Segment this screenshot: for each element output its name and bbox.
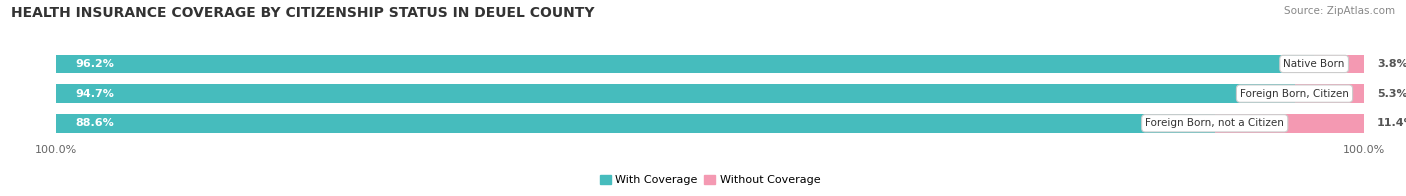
Bar — [56, 84, 1295, 103]
Text: 96.2%: 96.2% — [76, 59, 115, 69]
Text: Foreign Born, Citizen: Foreign Born, Citizen — [1240, 89, 1348, 99]
Text: 94.7%: 94.7% — [76, 89, 115, 99]
Text: Source: ZipAtlas.com: Source: ZipAtlas.com — [1284, 6, 1395, 16]
Text: 3.8%: 3.8% — [1376, 59, 1406, 69]
Bar — [1315, 55, 1364, 73]
Bar — [56, 55, 1364, 73]
Legend: With Coverage, Without Coverage: With Coverage, Without Coverage — [595, 170, 825, 190]
Text: 11.4%: 11.4% — [1376, 118, 1406, 128]
Bar — [56, 55, 1315, 73]
Bar — [1295, 84, 1364, 103]
Text: HEALTH INSURANCE COVERAGE BY CITIZENSHIP STATUS IN DEUEL COUNTY: HEALTH INSURANCE COVERAGE BY CITIZENSHIP… — [11, 6, 595, 20]
Bar — [1215, 114, 1364, 132]
Bar — [56, 114, 1215, 132]
Text: Native Born: Native Born — [1284, 59, 1344, 69]
Bar — [56, 114, 1364, 132]
Text: 88.6%: 88.6% — [76, 118, 115, 128]
Text: 5.3%: 5.3% — [1376, 89, 1406, 99]
Bar — [56, 84, 1364, 103]
Text: Foreign Born, not a Citizen: Foreign Born, not a Citizen — [1146, 118, 1284, 128]
